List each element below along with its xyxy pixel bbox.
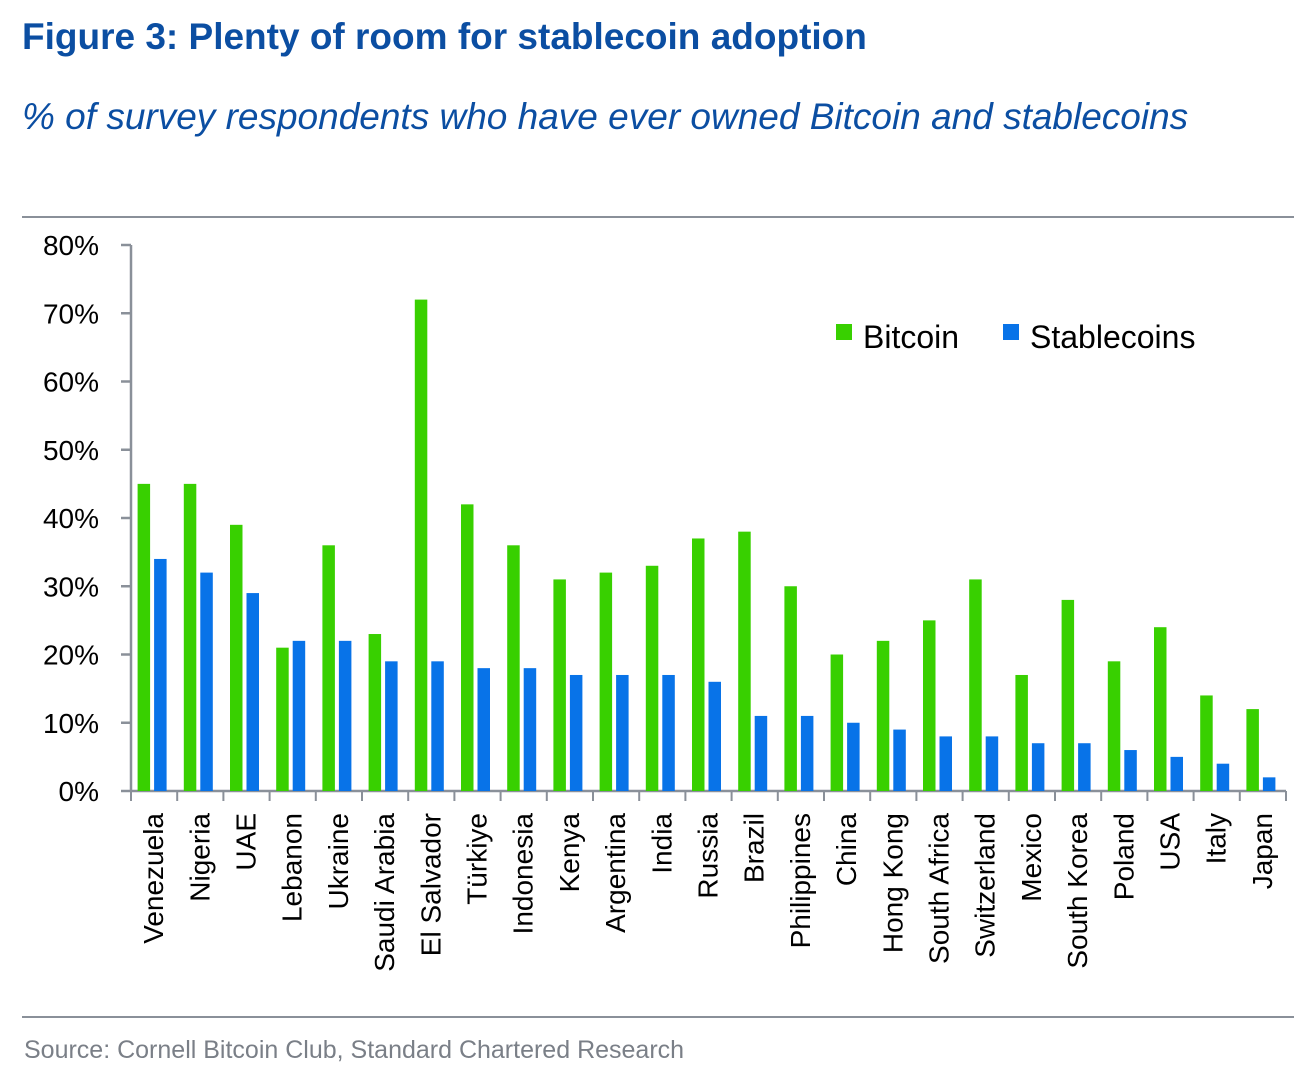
y-tick-label: 80%: [43, 230, 99, 261]
bar-stablecoins: [985, 736, 999, 791]
x-tick-label: Türkiye: [462, 813, 493, 905]
bar-stablecoins: [1031, 743, 1045, 791]
x-tick-label: South Africa: [924, 813, 955, 964]
bar-stablecoins: [200, 572, 213, 791]
x-tick-label: China: [831, 813, 862, 887]
y-tick-label: 50%: [43, 435, 99, 466]
bar-stablecoins: [1170, 756, 1183, 791]
bar-bitcoin: [1061, 599, 1075, 791]
bar-stablecoins: [523, 668, 537, 791]
bar-bitcoin: [645, 565, 659, 791]
x-tick-label: Switzerland: [970, 813, 1001, 958]
bar-stablecoins: [1216, 763, 1230, 791]
bar-stablecoins: [292, 640, 306, 791]
x-tick-label: Mexico: [1016, 813, 1047, 902]
x-tick-label: Russia: [693, 813, 724, 899]
x-tick-label: Nigeria: [184, 813, 215, 902]
bar-stablecoins: [847, 722, 860, 791]
bar-bitcoin: [507, 545, 520, 791]
bar-bitcoin: [230, 524, 243, 791]
bar-stablecoins: [939, 736, 952, 791]
x-tick-label: USA: [1155, 813, 1186, 871]
chart-title: Figure 3: Plenty of room for stablecoin …: [22, 16, 867, 57]
x-tick-label: Venezuela: [138, 813, 169, 944]
bar-bitcoin: [137, 483, 151, 791]
bar-stablecoins: [662, 674, 675, 791]
bar-stablecoins: [385, 661, 398, 791]
y-tick-label: 30%: [43, 571, 99, 602]
bar-stablecoins: [754, 715, 768, 791]
x-tick-label: Ukraine: [323, 813, 354, 909]
y-tick-label: 70%: [43, 298, 99, 329]
chart-subtitle: % of survey respondents who have ever ow…: [22, 96, 1189, 137]
x-tick-label: Kenya: [554, 813, 585, 893]
bar-bitcoin: [738, 531, 751, 791]
top-divider: [22, 216, 1294, 218]
bar-stablecoins: [1262, 777, 1276, 791]
bar-bitcoin: [322, 545, 335, 791]
y-tick-label: 40%: [43, 503, 99, 534]
bar-bitcoin: [1107, 661, 1121, 791]
x-tick-label: Japan: [1247, 813, 1278, 889]
bar-bitcoin: [876, 640, 890, 791]
bar-bitcoin: [1200, 695, 1213, 791]
bar-bitcoin: [969, 579, 982, 791]
legend-swatch-stablecoins: [1003, 324, 1019, 340]
bar-stablecoins: [246, 593, 259, 791]
x-tick-label: Argentina: [600, 813, 631, 933]
x-tick-label: Hong Kong: [877, 813, 908, 953]
legend-label-bitcoin: Bitcoin: [863, 319, 959, 355]
x-tick-label: UAE: [231, 813, 262, 871]
bar-bitcoin: [183, 483, 197, 791]
bar-stablecoins: [154, 558, 167, 791]
y-tick-label: 10%: [43, 708, 99, 739]
x-tick-label: Lebanon: [277, 813, 308, 922]
bar-bitcoin: [1015, 674, 1028, 791]
bar-bitcoin: [923, 620, 936, 791]
y-tick-label: 60%: [43, 367, 99, 398]
bar-bitcoin: [368, 634, 382, 791]
bar-stablecoins: [431, 661, 444, 791]
bar-stablecoins: [338, 640, 352, 791]
bar-stablecoins: [616, 674, 629, 791]
y-tick-label: 20%: [43, 640, 99, 671]
bar-stablecoins: [569, 674, 583, 791]
bottom-divider: [22, 1016, 1294, 1018]
bar-stablecoins: [708, 681, 721, 791]
bar-bitcoin: [414, 299, 428, 791]
bar-stablecoins: [1124, 750, 1137, 791]
bar-bitcoin: [599, 572, 613, 791]
bar-bitcoin: [276, 647, 289, 791]
bar-stablecoins: [477, 668, 490, 791]
bar-bitcoin: [1154, 627, 1167, 791]
x-tick-label: Poland: [1108, 813, 1139, 900]
x-tick-label: El Salvador: [415, 813, 446, 956]
legend-swatch-bitcoin: [836, 324, 852, 340]
x-tick-label: Saudi Arabia: [369, 813, 400, 972]
x-tick-label: Indonesia: [508, 813, 539, 935]
bar-stablecoins: [800, 715, 814, 791]
y-tick-label: 0%: [59, 776, 99, 807]
bar-stablecoins: [1078, 743, 1091, 791]
x-tick-label: Philippines: [785, 813, 816, 948]
x-tick-label: India: [646, 813, 677, 874]
bar-bitcoin: [1246, 709, 1259, 791]
bar-stablecoins: [893, 729, 906, 791]
source-note: Source: Cornell Bitcoin Club, Standard C…: [24, 1036, 685, 1064]
x-tick-label: South Korea: [1062, 813, 1093, 969]
bar-bitcoin: [553, 579, 566, 791]
bar-bitcoin: [692, 538, 705, 791]
bar-bitcoin: [461, 504, 474, 791]
bar-bitcoin: [830, 654, 844, 791]
bar-bitcoin: [784, 586, 797, 791]
legend-label-stablecoins: Stablecoins: [1030, 319, 1195, 355]
x-tick-label: Brazil: [739, 813, 770, 883]
x-tick-label: Italy: [1201, 813, 1232, 864]
